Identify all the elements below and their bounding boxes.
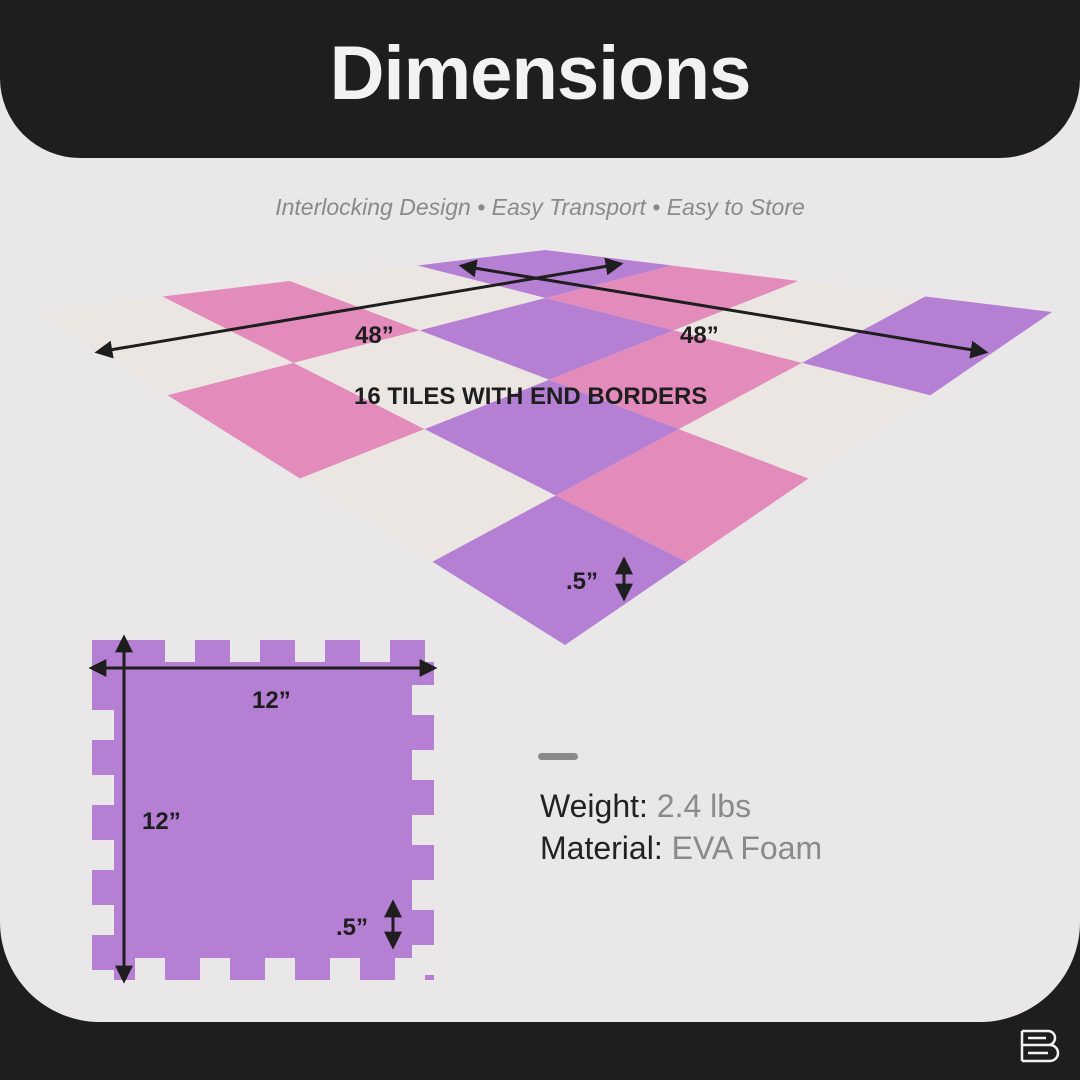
tile-height-label: 12” (142, 808, 181, 835)
specs-list: Weight: 2.4 lbs Material: EVA Foam (540, 785, 822, 869)
tile-notch (165, 640, 195, 662)
tile-notch (92, 905, 114, 935)
tile-notch (330, 958, 360, 980)
mat-tile (678, 362, 931, 479)
tile-notch (412, 685, 434, 715)
tile-body (92, 640, 434, 980)
mat-caption: 16 TILES WITH END BORDERS (354, 383, 708, 410)
page-title: Dimensions (329, 31, 752, 116)
spec-weight: Weight: 2.4 lbs (540, 788, 752, 824)
tile-width-label: 12” (252, 687, 291, 714)
tile-notch (92, 775, 114, 805)
divider-dash (538, 753, 578, 760)
tile-notch (265, 958, 295, 980)
tile-notch (412, 750, 434, 780)
tile-notch (92, 970, 114, 1000)
tile-thickness-label: .5” (336, 914, 369, 941)
tile-notch (360, 640, 390, 662)
brand-logo-icon (1020, 1029, 1060, 1063)
subtitle: Interlocking Design • Easy Transport • E… (275, 194, 805, 220)
mat-length-arrow (458, 259, 989, 359)
mat-tile (300, 429, 556, 562)
spec-material: Material: EVA Foam (540, 830, 823, 866)
tile-notch (92, 840, 114, 870)
tile-notch (135, 958, 165, 980)
single-tile (92, 640, 455, 1000)
mat-tile (167, 362, 425, 479)
mat-width-label: 48” (355, 322, 394, 349)
mat-tile (424, 379, 679, 496)
mat-thickness-label: .5” (566, 568, 599, 595)
tile-notch (412, 815, 434, 845)
tile-notch (425, 640, 455, 662)
tile-notch (230, 640, 260, 662)
tile-notch (200, 958, 230, 980)
mat-length-label: 48” (680, 322, 719, 349)
header-banner (0, 0, 1080, 158)
tile-notch (92, 710, 114, 740)
tile-notch (412, 945, 434, 975)
tile-notch (295, 640, 325, 662)
tile-notch (412, 880, 434, 910)
mat-tile (432, 495, 687, 645)
mat-tile (555, 429, 809, 562)
